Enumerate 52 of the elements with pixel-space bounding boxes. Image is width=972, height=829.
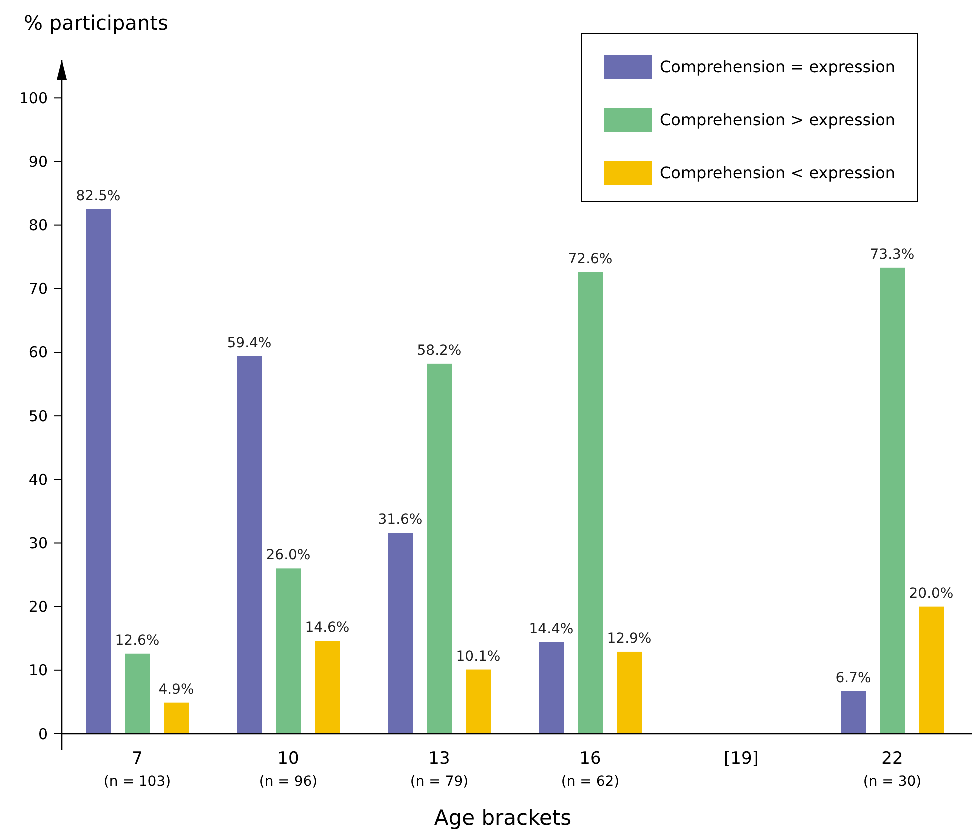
data-label: 14.4% [529, 621, 574, 638]
y-tick-label: 100 [19, 89, 48, 108]
y-tick-label: 50 [28, 407, 48, 426]
bar [164, 702, 189, 734]
bar [237, 356, 262, 734]
bar [276, 568, 301, 734]
x-axis-title: Age brackets [434, 806, 572, 829]
data-label: 12.6% [115, 632, 160, 649]
x-tick-label: [19] [724, 749, 759, 769]
y-tick-label: 90 [28, 152, 48, 171]
y-tick-label: 60 [28, 344, 48, 362]
y-tick-label: 30 [28, 534, 48, 552]
data-label: 10.1% [456, 648, 501, 665]
y-tick-label: 40 [28, 470, 48, 489]
x-tick-label: 16 (n = 62) [561, 749, 620, 790]
y-axis-title: % participants [24, 11, 168, 35]
bar [466, 670, 491, 734]
data-label: 4.9% [158, 682, 194, 698]
data-label: 26.0% [266, 548, 311, 564]
y-tick-label: 0 [38, 725, 48, 744]
data-label: 58.2% [417, 342, 462, 359]
data-label: 20.0% [909, 586, 954, 602]
bar [841, 691, 866, 734]
data-label: 59.4% [227, 335, 272, 352]
bar [315, 641, 340, 734]
bar [125, 654, 150, 734]
y-tick-label: 20 [28, 598, 48, 616]
bar [578, 272, 603, 734]
legend-label: Comprehension > expression [660, 110, 896, 130]
bar [388, 533, 413, 734]
y-tick-label: 70 [28, 280, 48, 298]
x-tick-label: 13 (n = 79) [410, 749, 469, 790]
data-label: 6.7% [836, 670, 872, 686]
x-tick-label: 10 (n = 96) [259, 749, 318, 790]
legend-label: Comprehension < expression [660, 164, 896, 183]
x-tick-label: 22 (n = 30) [863, 749, 922, 790]
legend-label: Comprehension = expression [660, 58, 896, 77]
data-label: 12.9% [607, 630, 652, 647]
bar [539, 642, 564, 734]
y-tick-label: 10 [28, 662, 48, 680]
data-label: 31.6% [378, 512, 423, 528]
bar [86, 209, 111, 734]
data-label: 82.5% [76, 188, 121, 204]
data-label: 73.3% [870, 246, 915, 263]
y-tick-label: 80 [28, 216, 48, 235]
bar [617, 652, 642, 734]
bar [919, 606, 944, 734]
data-label: 14.6% [305, 620, 350, 636]
bar [880, 268, 905, 734]
x-tick-label: 7 (n = 103) [104, 749, 172, 790]
data-label: 72.6% [568, 251, 613, 268]
bar [427, 364, 452, 734]
